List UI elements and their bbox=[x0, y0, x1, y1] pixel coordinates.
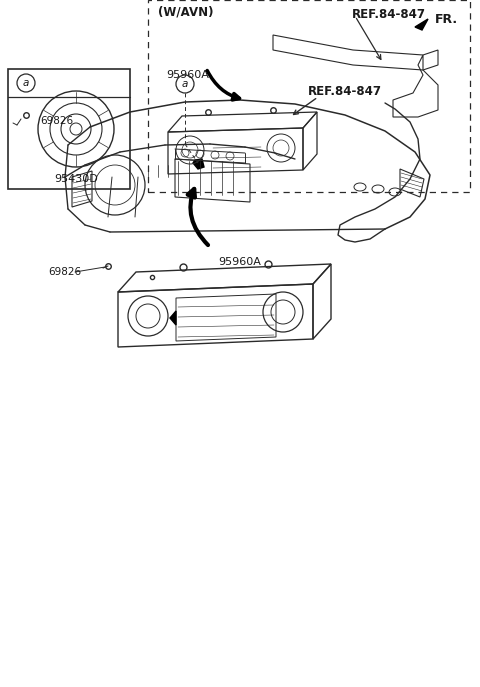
Bar bbox=[148, 0, 470, 192]
Text: REF.84-847: REF.84-847 bbox=[308, 85, 382, 98]
Text: a: a bbox=[182, 79, 188, 89]
Text: (W/AVN): (W/AVN) bbox=[158, 5, 214, 19]
Text: a: a bbox=[23, 78, 29, 88]
Text: FR.: FR. bbox=[435, 12, 458, 25]
Text: 95960A: 95960A bbox=[218, 257, 261, 267]
Text: 95960A: 95960A bbox=[166, 70, 209, 80]
Polygon shape bbox=[170, 311, 176, 325]
Text: 69826: 69826 bbox=[48, 267, 82, 277]
Polygon shape bbox=[193, 159, 204, 169]
Text: REF.84-847: REF.84-847 bbox=[352, 8, 426, 21]
Polygon shape bbox=[415, 19, 428, 30]
Text: 69826: 69826 bbox=[40, 116, 73, 126]
Bar bbox=[8, 69, 130, 189]
Text: 95430D: 95430D bbox=[54, 174, 98, 184]
